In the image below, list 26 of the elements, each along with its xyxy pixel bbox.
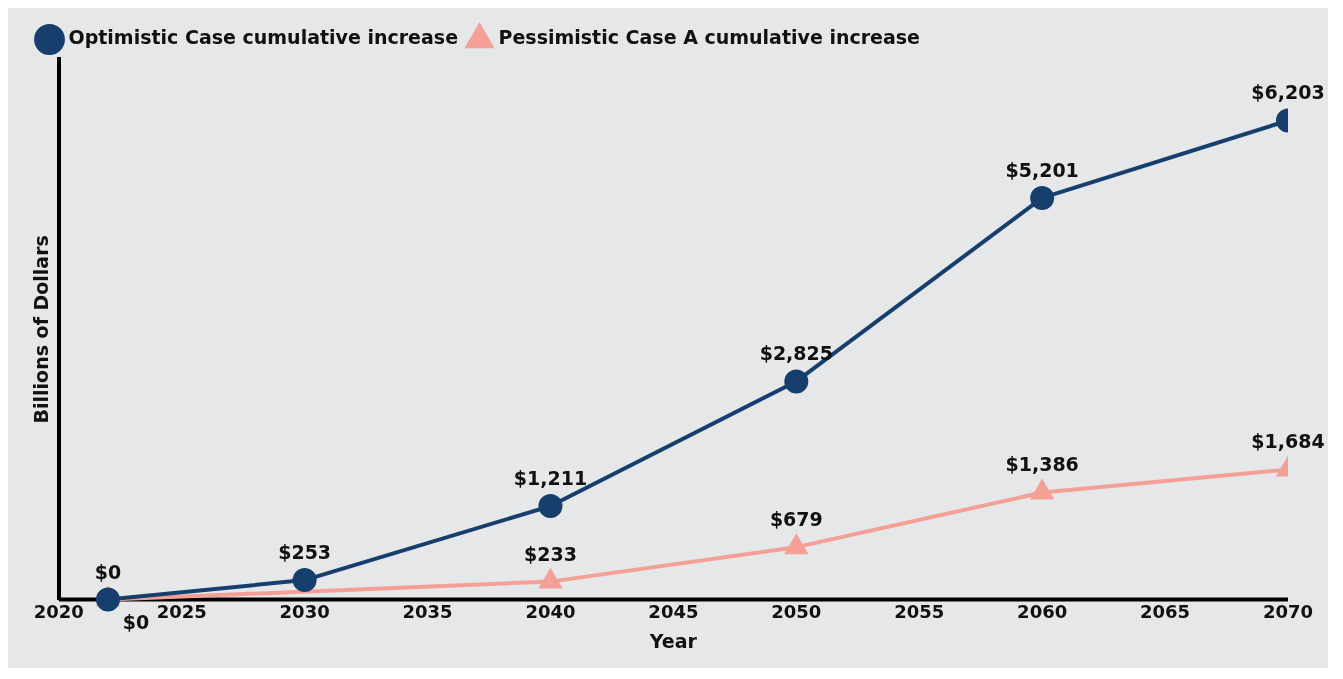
x-tick-label: 2070 bbox=[1262, 601, 1314, 623]
x-tick-label: 2050 bbox=[771, 601, 822, 623]
data-label: $253 bbox=[278, 541, 332, 563]
x-tick-label: 2030 bbox=[279, 601, 330, 623]
data-label: $5,201 bbox=[1005, 158, 1079, 181]
data-label: $0 bbox=[122, 610, 150, 633]
data-label: $0 bbox=[94, 560, 122, 583]
legend-label: Pessimistic Case A cumulative increase bbox=[498, 26, 920, 49]
data-label: $1,684 bbox=[1251, 430, 1325, 453]
data-label: $233 bbox=[524, 542, 577, 565]
x-tick-label: 2040 bbox=[525, 601, 576, 623]
x-tick-label: 2020 bbox=[33, 601, 84, 623]
x-tick-label: 2055 bbox=[894, 601, 945, 623]
x-tick-label: 2065 bbox=[1140, 601, 1191, 623]
y-axis-title: Billions of Dollars bbox=[30, 235, 53, 424]
data-label: $1,211 bbox=[513, 467, 588, 490]
data-label: $679 bbox=[769, 508, 823, 531]
x-tick-label: 2060 bbox=[1017, 601, 1068, 623]
data-label: $6,203 bbox=[1251, 81, 1325, 104]
x-axis-title: Year bbox=[648, 629, 698, 652]
x-tick-label: 2025 bbox=[156, 601, 207, 623]
x-tick-label: 2045 bbox=[648, 601, 699, 623]
legend-label: Optimistic Case cumulative increase bbox=[68, 26, 459, 49]
data-label: $2,825 bbox=[759, 342, 833, 365]
data-label: $1,386 bbox=[1005, 453, 1079, 476]
x-tick-label: 2035 bbox=[402, 601, 453, 623]
